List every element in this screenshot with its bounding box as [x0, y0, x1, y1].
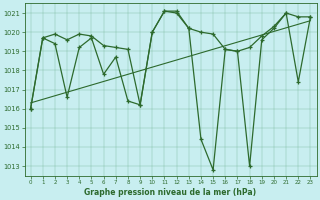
X-axis label: Graphe pression niveau de la mer (hPa): Graphe pression niveau de la mer (hPa)	[84, 188, 257, 197]
